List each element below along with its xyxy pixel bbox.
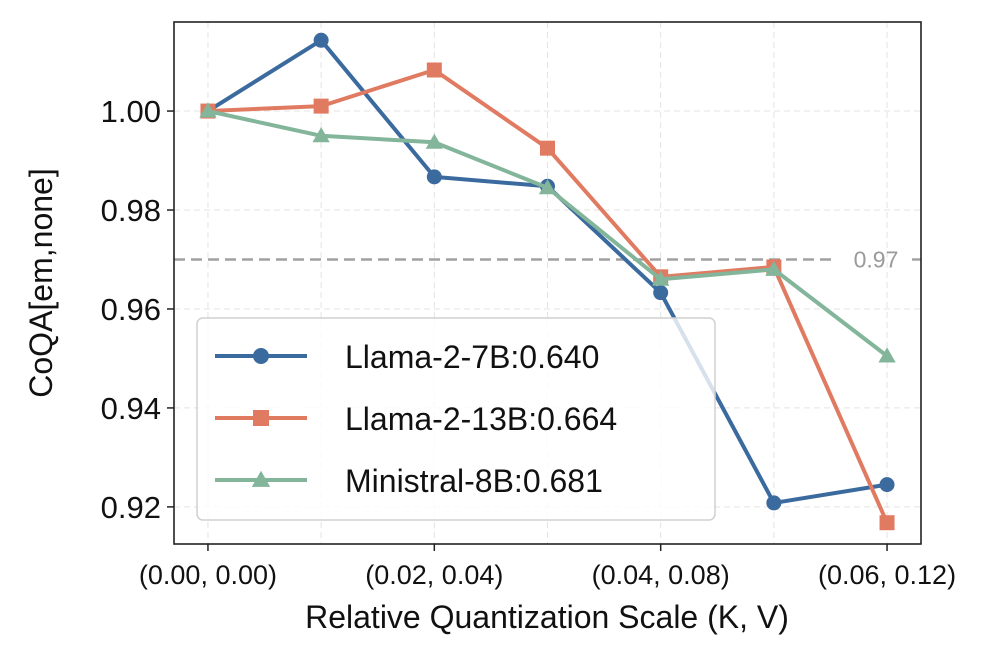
data-point: [199, 102, 217, 118]
legend-marker: [251, 470, 271, 487]
legend: Llama-2-7B:0.640 Llama-2-13B:0.664 Ministr…: [196, 317, 716, 521]
series-3: [199, 102, 896, 363]
data-point: [653, 285, 669, 301]
x-axis: (0.00, 0.00) (0.02, 0.04) (0.04, 0.08) (0.0…: [139, 544, 956, 590]
data-point: [540, 140, 555, 156]
x-tick-label: (0.00, 0.00): [139, 560, 277, 590]
legend-item: Ministral-8B:0.681: [215, 463, 603, 499]
data-point: [313, 98, 329, 114]
data-point: [878, 347, 896, 363]
y-axis: 0.92 0.94 0.96 0.98 1.00: [101, 94, 174, 525]
legend-label: Llama-2-7B:0.640: [345, 339, 599, 375]
data-point: [313, 32, 329, 48]
data-point: [538, 179, 557, 195]
data-point: [426, 169, 442, 185]
x-tick-label: (0.02, 0.04): [365, 560, 503, 590]
legend-item: Llama-2-13B:0.664: [215, 401, 617, 437]
legend-marker: [253, 348, 269, 364]
data-point: [425, 133, 443, 149]
series-group: [199, 32, 896, 531]
legend-box: [196, 317, 716, 521]
reference-line-label: 0.97: [854, 246, 899, 272]
legend-label: Llama-2-13B:0.664: [345, 401, 617, 437]
reference-line-group: 0.97: [174, 246, 921, 272]
data-point: [766, 495, 782, 511]
x-tick-label: (0.06, 0.12): [818, 560, 956, 590]
data-point: [879, 477, 895, 493]
data-point: [312, 127, 330, 143]
y-tick-label: 0.96: [101, 292, 161, 327]
plot-frame: [173, 21, 922, 545]
legend-marker: [253, 410, 269, 426]
data-point: [765, 260, 783, 276]
x-axis-label: Relative Quantization Scale (K, V): [305, 599, 789, 635]
y-tick-label: 0.94: [101, 391, 161, 426]
data-point: [879, 515, 895, 531]
x-tick-label: (0.04, 0.08): [592, 560, 730, 590]
y-tick-label: 1.00: [101, 94, 161, 129]
data-point: [652, 270, 670, 286]
data-point: [426, 62, 442, 78]
y-tick-label: 0.98: [101, 193, 161, 228]
y-axis-label: CoQA[em,none]: [23, 168, 59, 397]
legend-item: Llama-2-7B:0.640: [215, 339, 599, 375]
legend-label: Ministral-8B:0.681: [345, 463, 603, 499]
y-tick-label: 0.92: [101, 490, 161, 525]
